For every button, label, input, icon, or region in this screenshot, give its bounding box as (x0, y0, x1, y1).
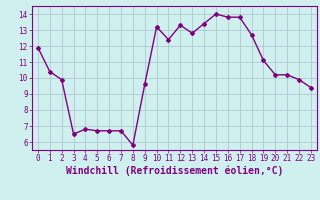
X-axis label: Windchill (Refroidissement éolien,°C): Windchill (Refroidissement éolien,°C) (66, 166, 283, 176)
